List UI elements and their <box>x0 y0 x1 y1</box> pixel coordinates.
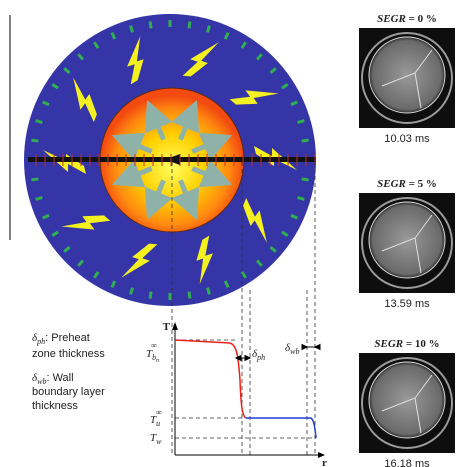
wall-tick <box>131 288 133 295</box>
wall-tick <box>31 140 38 141</box>
value: = 5 % <box>406 178 437 190</box>
wall-tick <box>302 140 309 141</box>
delta-label: δph <box>252 348 265 362</box>
wall-tick <box>150 21 151 28</box>
wall-tick <box>298 197 305 199</box>
photo-time: 10.03 ms <box>384 133 430 145</box>
plot: T r Tbn∞ Tu∞ Tw δph δwb <box>146 321 327 467</box>
level-label: Tw <box>150 432 162 446</box>
y-axis-label: T <box>163 321 171 333</box>
photo-time: 13.59 ms <box>384 298 430 310</box>
photo-flame <box>369 362 445 438</box>
figure: T r Tbn∞ Tu∞ Tw δph δwb δph: Preheatzone… <box>0 0 456 467</box>
wall-tick <box>302 179 309 180</box>
wall-tick <box>207 26 209 33</box>
wall-tick <box>189 292 190 299</box>
wall-tick <box>189 21 190 28</box>
delta-label: δwb <box>285 342 299 356</box>
photo-title: SEGR = 10 % <box>374 338 439 350</box>
wall-tick <box>31 179 38 180</box>
wall-tick <box>207 288 209 295</box>
value: = 10 % <box>403 338 440 350</box>
photo-title: SEGR = 5 % <box>377 178 437 190</box>
wall-tick <box>131 26 133 33</box>
photo-time: 16.18 ms <box>384 458 430 467</box>
photo-title: SEGR = 0 % <box>377 13 437 25</box>
burned-profile <box>175 340 246 418</box>
photo-flame <box>369 202 445 278</box>
variable: SEGR <box>377 13 406 25</box>
photos: SEGR = 0 % 10.03 ms SEGR = 5 % 13.59 ms SEGR… <box>359 13 455 467</box>
unburned-profile <box>246 418 316 438</box>
wall-tick <box>36 121 43 123</box>
wall-tick <box>298 121 305 123</box>
value: = 0 % <box>406 13 437 25</box>
level-label: Tu∞ <box>150 408 162 428</box>
variable: SEGR <box>374 338 403 350</box>
x-axis-label: r <box>322 457 327 467</box>
level-label: Tbn∞ <box>146 341 159 364</box>
variable: SEGR <box>377 178 406 190</box>
photo-flame <box>369 37 445 113</box>
wall-tick <box>150 292 151 299</box>
wall-tick <box>36 197 43 199</box>
